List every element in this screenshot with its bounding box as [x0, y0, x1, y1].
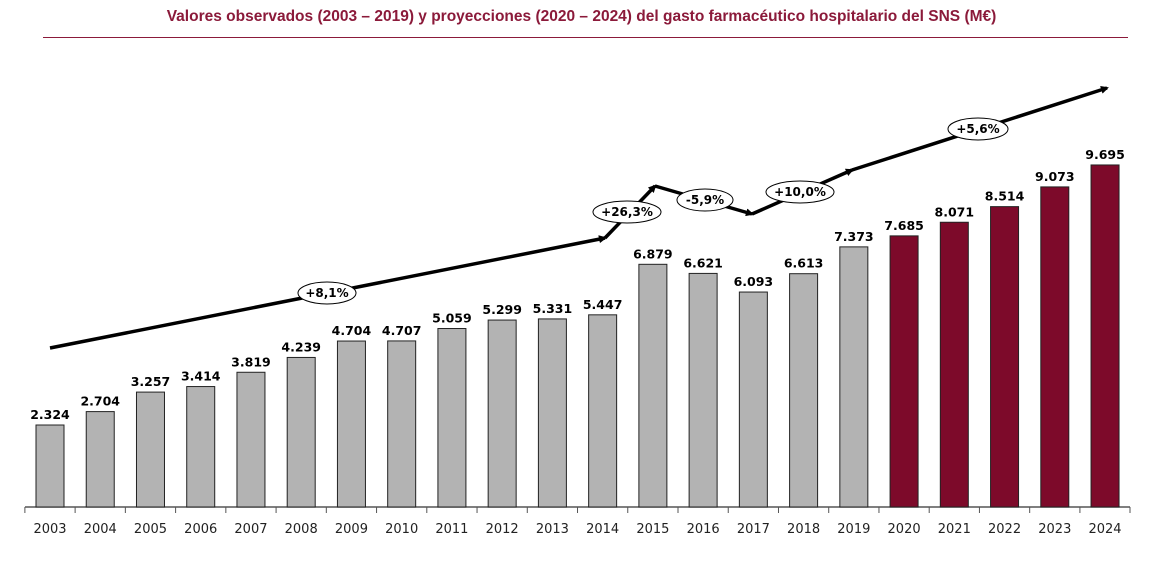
data-label: 3.257 [131, 374, 171, 389]
data-label: 6.613 [784, 256, 824, 271]
data-label: 7.373 [834, 229, 874, 244]
growth-annotation-bubble [297, 281, 357, 305]
data-label: 5.059 [432, 311, 472, 326]
bar-2006 [186, 386, 216, 508]
growth-annotation: +26,3% [601, 205, 653, 219]
bar-2013 [537, 318, 567, 508]
x-tick-label: 2013 [536, 522, 569, 537]
data-label: 4.704 [332, 323, 372, 338]
x-tick-label: 2018 [787, 522, 820, 537]
title-divider [43, 37, 1128, 38]
x-tick-label: 2006 [184, 522, 217, 537]
x-tick-label: 2017 [737, 522, 770, 537]
data-label: 2.324 [30, 407, 70, 422]
growth-annotation-bubble [676, 188, 734, 212]
bar-2012 [487, 319, 517, 508]
bar-2017 [738, 291, 768, 508]
growth-annotation: +10,0% [774, 185, 826, 199]
bar-2010 [387, 340, 417, 508]
data-label: 6.879 [633, 246, 673, 261]
x-tick-label: 2022 [988, 522, 1021, 537]
growth-annotation-bubble [947, 117, 1009, 141]
data-label: 3.414 [181, 369, 221, 384]
bar-2024 [1090, 164, 1120, 508]
data-label: 4.707 [382, 323, 422, 338]
bar-2021 [939, 221, 969, 508]
x-tick-label: 2012 [486, 522, 519, 537]
data-label: 9.695 [1085, 147, 1125, 162]
x-tick-label: 2004 [84, 522, 117, 537]
bar-2023 [1040, 186, 1070, 508]
bar-2008 [286, 356, 316, 508]
data-label: 3.819 [231, 354, 271, 369]
data-label: 5.299 [482, 302, 522, 317]
data-label: 8.514 [985, 189, 1025, 204]
data-label: 5.331 [533, 301, 573, 316]
x-tick-label: 2008 [285, 522, 318, 537]
data-label: 8.071 [935, 204, 975, 219]
chart-title: Valores observados (2003 – 2019) y proye… [166, 8, 997, 25]
data-label: 9.073 [1035, 169, 1075, 184]
x-tick-label: 2015 [636, 522, 669, 537]
data-label: 5.447 [583, 297, 623, 312]
x-tick-label: 2016 [687, 522, 720, 537]
bar-2011 [437, 328, 467, 508]
growth-annotation: -5,9% [686, 193, 724, 207]
data-label: 2.704 [80, 394, 120, 409]
x-tick-label: 2011 [435, 522, 468, 537]
bar-2018 [789, 273, 819, 508]
bar-2007 [236, 371, 266, 508]
bar-2022 [990, 206, 1020, 508]
bar-2003 [35, 424, 65, 508]
bar-2005 [135, 391, 165, 508]
x-tick-label: 2023 [1038, 522, 1071, 537]
x-tick-label: 2007 [234, 522, 267, 537]
x-tick-label: 2021 [938, 522, 971, 537]
x-tick-label: 2014 [586, 522, 619, 537]
x-tick-label: 2009 [335, 522, 368, 537]
bar-2004 [85, 411, 115, 508]
bar-2015 [638, 263, 668, 508]
growth-annotation-bubble [765, 180, 835, 204]
data-label: 6.621 [683, 255, 723, 270]
data-label: 4.239 [281, 339, 321, 354]
x-tick-label: 2020 [888, 522, 921, 537]
x-tick-label: 2003 [33, 522, 66, 537]
x-tick-label: 2010 [385, 522, 418, 537]
bar-2016 [688, 272, 718, 508]
growth-annotation-bubble [592, 200, 662, 224]
bar-2014 [588, 314, 618, 508]
growth-annotation: +8,1% [305, 286, 348, 300]
bar-2019 [839, 246, 869, 508]
x-tick-label: 2005 [134, 522, 167, 537]
x-tick-label: 2019 [837, 522, 870, 537]
data-label: 6.093 [734, 274, 774, 289]
bar-2020 [889, 235, 919, 508]
bar-2009 [336, 340, 366, 508]
growth-annotation: +5,6% [956, 122, 999, 136]
x-tick-label: 2024 [1088, 522, 1121, 537]
data-label: 7.685 [884, 218, 924, 233]
